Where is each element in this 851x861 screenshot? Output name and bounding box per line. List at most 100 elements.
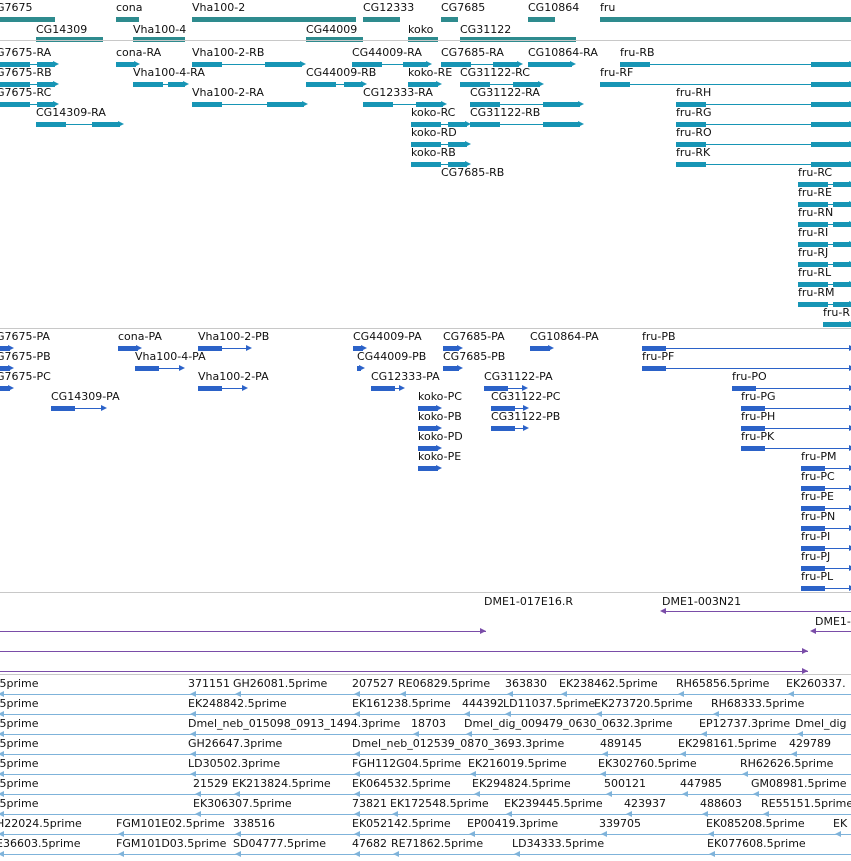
exon-glyph[interactable] <box>441 62 471 67</box>
exon-glyph[interactable] <box>798 222 828 227</box>
transcript-label[interactable]: fru-RG <box>676 106 712 119</box>
est-label[interactable]: 207527 <box>352 677 394 690</box>
protein-label[interactable]: CG14309-PA <box>51 390 120 403</box>
est-label[interactable]: EK248842.5prime <box>188 697 287 710</box>
protein-label[interactable]: fru-PK <box>741 430 775 443</box>
feature-glyph[interactable] <box>116 17 139 22</box>
est-label[interactable]: 371151 <box>188 677 230 690</box>
protein-label[interactable]: koko-PC <box>418 390 462 403</box>
est-label[interactable]: 18703 <box>411 717 446 730</box>
feature-glyph[interactable] <box>363 17 400 22</box>
exon-glyph[interactable] <box>411 142 441 147</box>
exon-glyph[interactable] <box>811 122 851 127</box>
protein-glyph[interactable] <box>0 386 10 391</box>
est-label[interactable]: EK052142.5prime <box>352 817 451 830</box>
protein-label[interactable]: G7675-PB <box>0 350 51 363</box>
exon-glyph[interactable] <box>266 102 304 107</box>
transcript-label[interactable]: CG44009-RB <box>306 66 377 79</box>
exon-glyph[interactable] <box>833 282 851 287</box>
protein-glyph[interactable] <box>801 466 825 471</box>
feature-glyph[interactable] <box>460 37 576 42</box>
est-label[interactable]: GH26647.3prime <box>188 737 283 750</box>
gene-label[interactable]: Vha100-4 <box>133 23 187 36</box>
transcript-label[interactable]: koko-RB <box>411 146 456 159</box>
est-label[interactable]: RE55151.5prime <box>761 797 851 810</box>
exon-glyph[interactable] <box>448 122 467 127</box>
exon-glyph[interactable] <box>798 202 828 207</box>
exon-glyph[interactable] <box>402 62 428 67</box>
gene-label[interactable]: cona <box>116 1 143 14</box>
protein-label[interactable]: fru-PJ <box>801 550 831 563</box>
est-label[interactable]: GM08981.5prime <box>751 777 847 790</box>
exon-glyph[interactable] <box>600 82 630 87</box>
est-label[interactable]: 338516 <box>233 817 275 830</box>
protein-glyph[interactable] <box>135 366 159 371</box>
transcript-label[interactable]: koko-RC <box>411 106 456 119</box>
gene-label[interactable]: CG10864 <box>528 1 580 14</box>
transcript-label[interactable]: CG44009-RA <box>352 46 422 59</box>
exon-glyph[interactable] <box>833 222 851 227</box>
est-label[interactable]: EK302760.5prime <box>598 757 697 770</box>
protein-glyph[interactable] <box>51 406 75 411</box>
est-label[interactable]: .5prime <box>0 717 39 730</box>
clone-label[interactable]: DME1-017E16.R <box>484 595 573 608</box>
est-label[interactable]: EK213824.5prime <box>232 777 331 790</box>
gene-label[interactable]: CG31122 <box>460 23 512 36</box>
transcript-label[interactable]: Vha100-2-RA <box>192 86 264 99</box>
est-label[interactable]: EK260337. <box>786 677 846 690</box>
exon-glyph[interactable] <box>411 162 441 167</box>
transcript-label[interactable]: CG7685-RA <box>441 46 504 59</box>
protein-glyph[interactable] <box>0 346 10 351</box>
exon-glyph[interactable] <box>833 262 851 267</box>
est-label[interactable]: SD04777.5prime <box>233 837 326 850</box>
exon-glyph[interactable] <box>620 62 650 67</box>
protein-glyph[interactable] <box>353 346 363 351</box>
transcript-label[interactable]: fru-RE <box>798 186 832 199</box>
exon-glyph[interactable] <box>460 82 490 87</box>
exon-glyph[interactable] <box>798 262 828 267</box>
exon-glyph[interactable] <box>811 102 851 107</box>
transcript-label[interactable]: fru-R <box>823 306 850 319</box>
transcript-label[interactable]: fru-RL <box>798 266 832 279</box>
est-label[interactable]: RH62626.5prime <box>740 757 834 770</box>
protein-glyph[interactable] <box>801 526 825 531</box>
transcript-label[interactable]: fru-RO <box>676 126 712 139</box>
est-label[interactable]: LD30502.3prime <box>188 757 281 770</box>
protein-glyph[interactable] <box>741 446 765 451</box>
exon-glyph[interactable] <box>448 142 467 147</box>
exon-glyph[interactable] <box>676 142 706 147</box>
protein-glyph[interactable] <box>491 406 515 411</box>
est-label[interactable]: Dmel_dig_009479_0630_0632.3prime <box>464 717 673 730</box>
est-label[interactable]: .5prime <box>0 697 39 710</box>
est-label[interactable]: 47682 <box>352 837 387 850</box>
gene-label[interactable]: G7675 <box>0 1 33 14</box>
est-label[interactable]: EK294824.5prime <box>472 777 571 790</box>
exon-glyph[interactable] <box>811 142 851 147</box>
protein-label[interactable]: fru-PG <box>741 390 776 403</box>
protein-label[interactable]: CG7685-PB <box>443 350 506 363</box>
est-label[interactable]: Dmel_dig <box>795 717 847 730</box>
est-label[interactable]: EK306307.5prime <box>193 797 292 810</box>
est-label[interactable]: EK161238.5prime <box>352 697 451 710</box>
gene-label[interactable]: CG12333 <box>363 1 415 14</box>
feature-glyph[interactable] <box>192 17 356 22</box>
est-label[interactable]: EK216019.5prime <box>468 757 567 770</box>
est-label[interactable]: 73821 <box>352 797 387 810</box>
transcript-label[interactable]: fru-RF <box>600 66 634 79</box>
transcript-label[interactable]: fru-RJ <box>798 246 829 259</box>
clone-label[interactable]: DME1- <box>815 615 851 628</box>
protein-glyph[interactable] <box>418 406 438 411</box>
transcript-label[interactable]: fru-RM <box>798 286 835 299</box>
est-label[interactable]: EK077608.5prime <box>707 837 806 850</box>
transcript-label[interactable]: cona-RA <box>116 46 162 59</box>
est-label[interactable]: 429789 <box>789 737 831 750</box>
exon-glyph[interactable] <box>411 122 441 127</box>
exon-glyph[interactable] <box>676 162 706 167</box>
est-label[interactable]: RE06829.5prime <box>398 677 491 690</box>
protein-label[interactable]: fru-PE <box>801 490 834 503</box>
est-label[interactable]: 363830 <box>505 677 547 690</box>
transcript-label[interactable]: G7675-RB <box>0 66 52 79</box>
est-label[interactable]: LD11037.5prime <box>503 697 596 710</box>
exon-glyph[interactable] <box>265 62 302 67</box>
